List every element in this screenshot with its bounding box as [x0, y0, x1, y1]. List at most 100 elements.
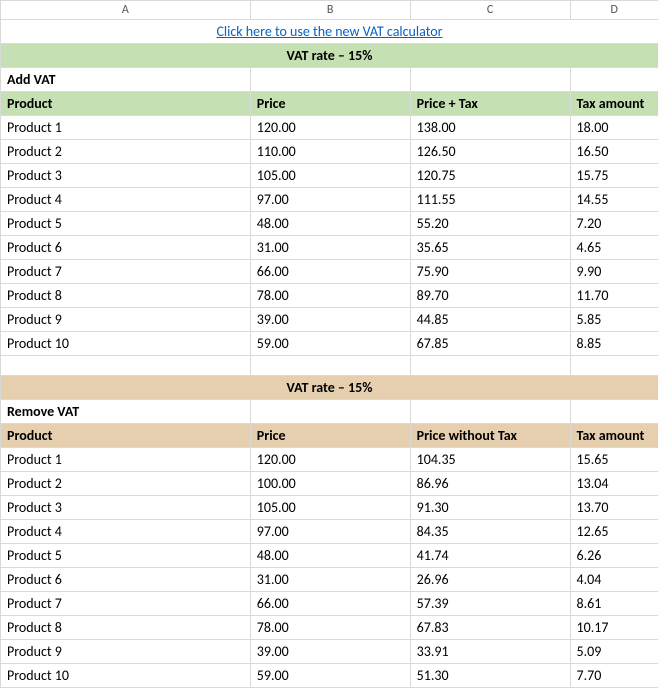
remove-row: Product 2100.0086.9613.04	[1, 472, 658, 496]
link-row: Click here to use the new VAT calculator	[1, 20, 658, 44]
remove-cell-product: Product 9	[1, 640, 251, 664]
add-cell-price: 59.00	[250, 332, 410, 356]
add-row: Product 548.0055.207.20	[1, 212, 658, 236]
add-cell-product: Product 6	[1, 236, 251, 260]
add-cell-tax: 11.70	[570, 284, 658, 308]
add-cell-product: Product 10	[1, 332, 251, 356]
remove-cell-tax: 8.61	[570, 592, 658, 616]
remove-row: Product 631.0026.964.04	[1, 568, 658, 592]
add-cell-product: Product 7	[1, 260, 251, 284]
remove-vat-section-title: Remove VAT	[1, 400, 251, 424]
col-header-c: C	[410, 1, 570, 20]
add-hdr-product: Product	[1, 92, 251, 116]
remove-cell-product: Product 7	[1, 592, 251, 616]
add-vat-section-title: Add VAT	[1, 68, 251, 92]
add-cell-price: 110.00	[250, 140, 410, 164]
remove-cell-product: Product 6	[1, 568, 251, 592]
remove-cell-product: Product 4	[1, 520, 251, 544]
remove-cell-price_tax: 84.35	[410, 520, 570, 544]
remove-cell-price: 78.00	[250, 616, 410, 640]
add-cell-price_tax: 120.75	[410, 164, 570, 188]
remove-cell-product: Product 8	[1, 616, 251, 640]
add-cell-tax: 4.65	[570, 236, 658, 260]
remove-cell-price_tax: 33.91	[410, 640, 570, 664]
remove-cell-price_tax: 26.96	[410, 568, 570, 592]
remove-cell-tax: 5.09	[570, 640, 658, 664]
remove-cell-price_tax: 86.96	[410, 472, 570, 496]
add-cell-price_tax: 89.70	[410, 284, 570, 308]
remove-row: Product 3105.0091.3013.70	[1, 496, 658, 520]
add-cell-tax: 15.75	[570, 164, 658, 188]
remove-cell-product: Product 1	[1, 448, 251, 472]
remove-row: Product 548.0041.746.26	[1, 544, 658, 568]
vat-calculator-link[interactable]: Click here to use the new VAT calculator	[216, 23, 442, 40]
add-cell-price_tax: 55.20	[410, 212, 570, 236]
column-header-row: A B C D	[1, 1, 658, 20]
add-cell-price: 66.00	[250, 260, 410, 284]
add-cell-price: 39.00	[250, 308, 410, 332]
add-cell-price_tax: 75.90	[410, 260, 570, 284]
add-cell-product: Product 3	[1, 164, 251, 188]
add-cell-price: 31.00	[250, 236, 410, 260]
remove-hdr-pricetax: Price without Tax	[410, 424, 570, 448]
add-cell-tax: 14.55	[570, 188, 658, 212]
remove-vat-rate-band: VAT rate – 15%	[1, 376, 658, 400]
add-row: Product 766.0075.909.90	[1, 260, 658, 284]
add-cell-price: 78.00	[250, 284, 410, 308]
remove-cell-price: 97.00	[250, 520, 410, 544]
remove-cell-tax: 13.70	[570, 496, 658, 520]
remove-vat-section-title-row: Remove VAT	[1, 400, 658, 424]
remove-cell-price: 100.00	[250, 472, 410, 496]
add-cell-price: 48.00	[250, 212, 410, 236]
add-vat-rate-label: VAT rate – 15%	[1, 44, 658, 68]
remove-cell-price_tax: 51.30	[410, 664, 570, 688]
add-row: Product 497.00111.5514.55	[1, 188, 658, 212]
add-hdr-pricetax: Price + Tax	[410, 92, 570, 116]
remove-cell-price: 66.00	[250, 592, 410, 616]
add-vat-header-row: Product Price Price + Tax Tax amount	[1, 92, 658, 116]
add-cell-tax: 16.50	[570, 140, 658, 164]
remove-cell-tax: 7.70	[570, 664, 658, 688]
remove-cell-price: 59.00	[250, 664, 410, 688]
remove-row: Product 1059.0051.307.70	[1, 664, 658, 688]
add-row: Product 1120.00138.0018.00	[1, 116, 658, 140]
spacer-row	[1, 356, 658, 376]
add-row: Product 2110.00126.5016.50	[1, 140, 658, 164]
remove-cell-tax: 4.04	[570, 568, 658, 592]
add-cell-price: 97.00	[250, 188, 410, 212]
add-cell-product: Product 2	[1, 140, 251, 164]
add-row: Product 3105.00120.7515.75	[1, 164, 658, 188]
add-hdr-tax: Tax amount	[570, 92, 658, 116]
add-cell-product: Product 4	[1, 188, 251, 212]
add-cell-product: Product 9	[1, 308, 251, 332]
col-header-d: D	[570, 1, 658, 20]
add-cell-price_tax: 67.85	[410, 332, 570, 356]
remove-cell-price_tax: 67.83	[410, 616, 570, 640]
remove-cell-price: 39.00	[250, 640, 410, 664]
add-cell-price_tax: 126.50	[410, 140, 570, 164]
remove-cell-price: 105.00	[250, 496, 410, 520]
add-row: Product 878.0089.7011.70	[1, 284, 658, 308]
remove-hdr-price: Price	[250, 424, 410, 448]
add-cell-tax: 18.00	[570, 116, 658, 140]
remove-cell-tax: 6.26	[570, 544, 658, 568]
add-hdr-price: Price	[250, 92, 410, 116]
add-vat-rate-band: VAT rate – 15%	[1, 44, 658, 68]
col-header-a: A	[1, 1, 251, 20]
add-vat-section-title-row: Add VAT	[1, 68, 658, 92]
remove-hdr-product: Product	[1, 424, 251, 448]
remove-cell-price_tax: 104.35	[410, 448, 570, 472]
add-cell-price_tax: 44.85	[410, 308, 570, 332]
add-cell-product: Product 8	[1, 284, 251, 308]
remove-cell-price_tax: 57.39	[410, 592, 570, 616]
remove-cell-price: 31.00	[250, 568, 410, 592]
add-cell-price_tax: 111.55	[410, 188, 570, 212]
remove-cell-product: Product 2	[1, 472, 251, 496]
remove-cell-price_tax: 91.30	[410, 496, 570, 520]
add-cell-price_tax: 35.65	[410, 236, 570, 260]
remove-cell-price_tax: 41.74	[410, 544, 570, 568]
remove-cell-product: Product 3	[1, 496, 251, 520]
add-row: Product 1059.0067.858.85	[1, 332, 658, 356]
remove-cell-product: Product 5	[1, 544, 251, 568]
add-row: Product 631.0035.654.65	[1, 236, 658, 260]
